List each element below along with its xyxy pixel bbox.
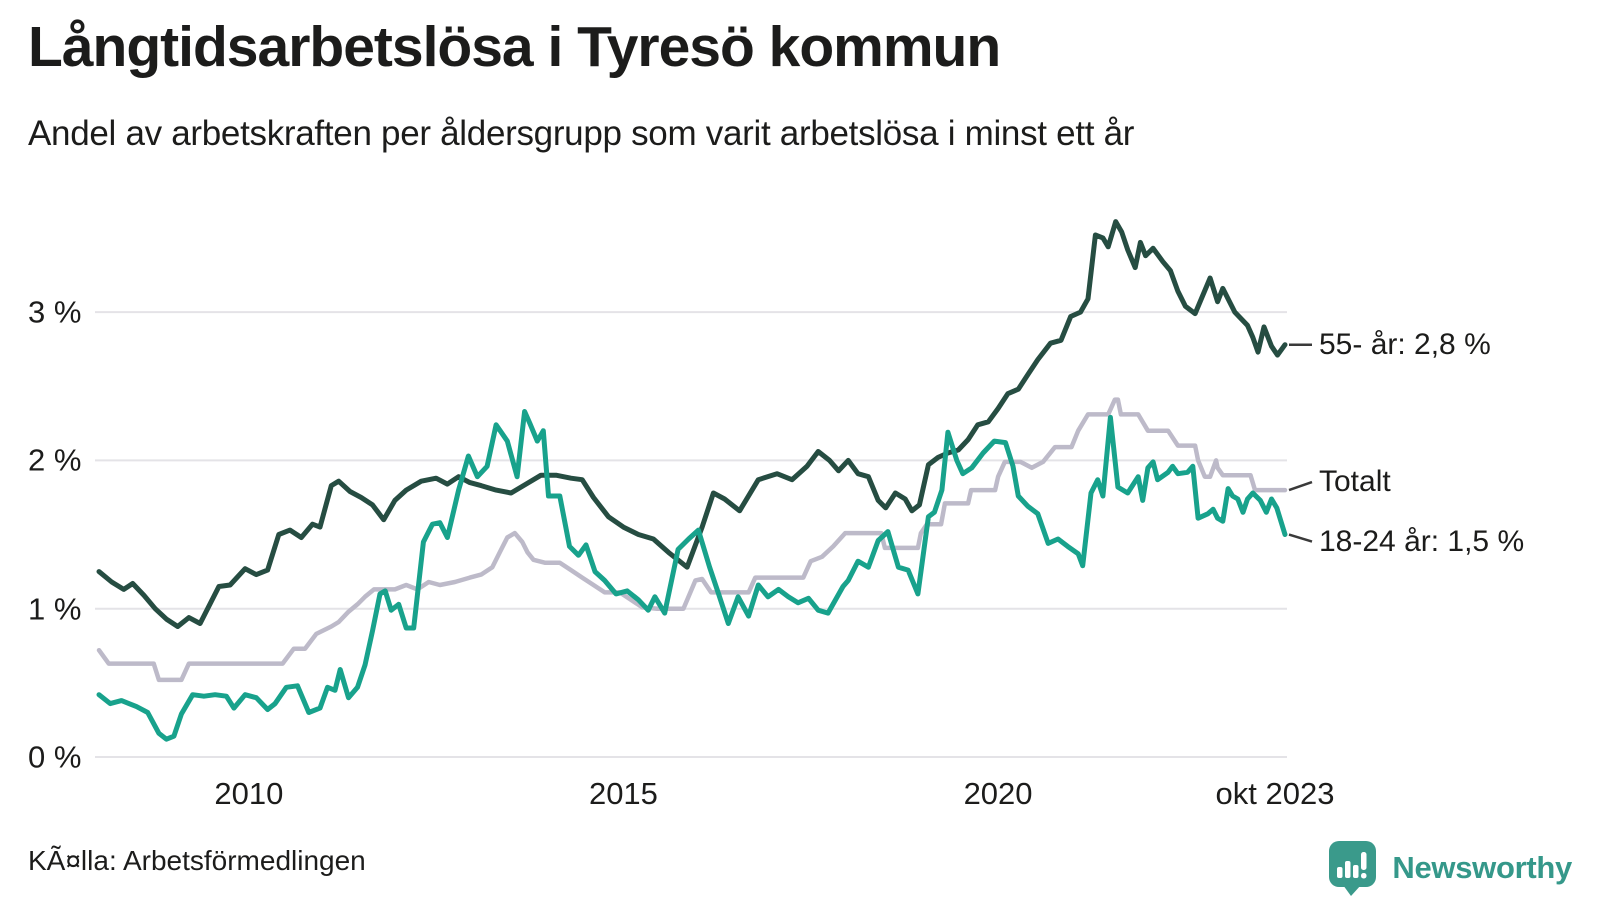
- series-line-18-24-r: [96, 409, 1288, 742]
- x-axis-label-okt-2023: okt 2023: [1215, 776, 1335, 811]
- y-axis-label-3: 3 %: [28, 294, 82, 330]
- newsworthy-wordmark: Newsworthy: [1392, 850, 1572, 885]
- series-annotation-totalt: Totalt: [1319, 465, 1391, 499]
- series-line-Totalt: [96, 397, 1288, 683]
- y-axis-label-1: 1 %: [28, 591, 82, 627]
- x-axis-label-2020: 2020: [963, 776, 1033, 811]
- page-subtitle: Andel av arbetskraften per åldersgrupp s…: [28, 114, 1135, 153]
- annotation-tick-1: [1288, 480, 1313, 492]
- series-line-55-r: [96, 219, 1288, 629]
- x-axis-label-2010: 2010: [214, 776, 284, 811]
- y-axis-label-0: 0 %: [28, 739, 82, 775]
- series-annotation-18-24: 18-24 år: 1,5 %: [1319, 524, 1525, 558]
- source-note: KÃ¤lla: Arbetsförmedlingen: [28, 845, 366, 876]
- series-annotation-55: 55- år: 2,8 %: [1319, 327, 1491, 361]
- y-axis-label-2: 2 %: [28, 442, 82, 478]
- newsworthy-bubble-chart-icon: [1329, 841, 1377, 896]
- annotation-tick-2: [1288, 533, 1313, 543]
- x-axis-label-2015: 2015: [588, 776, 658, 811]
- page-title: Långtidsarbetslösa i Tyresö kommun: [28, 15, 1001, 79]
- newsworthy-logo: Newsworthy: [1328, 840, 1572, 896]
